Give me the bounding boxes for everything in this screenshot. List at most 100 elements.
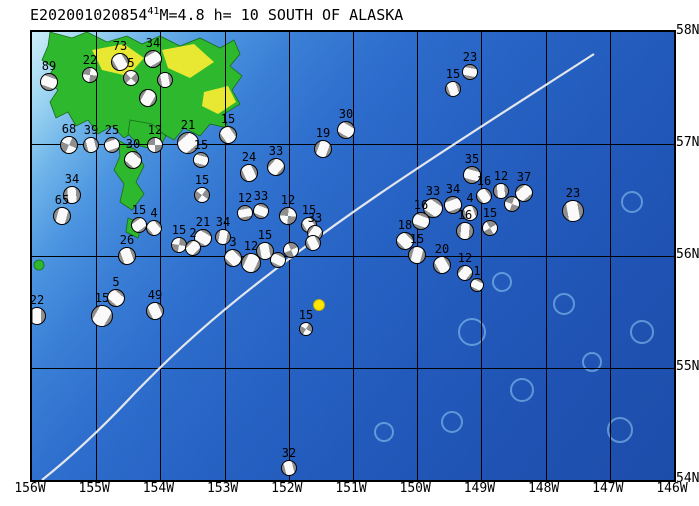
focal-mechanism-beachball[interactable] — [562, 200, 584, 222]
focal-mechanism-beachball[interactable] — [40, 73, 58, 91]
focal-mechanism-beachball[interactable] — [462, 64, 478, 80]
focal-mechanism-beachball[interactable] — [240, 164, 258, 182]
lon-tick-label: 149W — [463, 481, 496, 496]
focal-mechanism-beachball[interactable] — [157, 72, 173, 88]
focal-mechanism-beachball[interactable] — [139, 89, 157, 107]
event-depth-label: 15 — [482, 206, 498, 220]
event-depth-label: 33 — [268, 144, 284, 158]
focal-mechanism-beachball[interactable] — [493, 183, 509, 199]
event-depth-label: 12 — [280, 193, 296, 207]
focal-mechanism-beachball[interactable] — [224, 249, 242, 267]
event-depth-label: 23 — [565, 186, 581, 200]
focal-mechanism-beachball[interactable] — [185, 240, 201, 256]
event-depth-label: 15 — [94, 291, 110, 305]
focal-mechanism-beachball[interactable] — [267, 158, 285, 176]
lon-tick-label: 152W — [271, 481, 303, 496]
focal-mechanism-beachball[interactable] — [445, 81, 461, 97]
event-depth-label: 15 — [131, 203, 147, 217]
focal-mechanism-beachball[interactable] — [299, 322, 313, 336]
event-depth-label: 34 — [215, 215, 231, 229]
gridline-latitude — [32, 368, 674, 369]
focal-mechanism-beachball[interactable] — [215, 229, 231, 245]
focal-mechanism-beachball[interactable] — [107, 289, 125, 307]
focal-mechanism-beachball[interactable] — [241, 253, 261, 273]
focal-mechanism-beachball[interactable] — [123, 70, 139, 86]
focal-mechanism-beachball[interactable] — [476, 188, 492, 204]
event-depth-label: 39 — [83, 123, 99, 137]
highland-patch — [162, 44, 214, 78]
focal-mechanism-beachball[interactable] — [423, 198, 443, 218]
focal-mechanism-beachball[interactable] — [237, 205, 253, 221]
focal-mechanism-beachball[interactable] — [147, 137, 163, 153]
focal-mechanism-beachball[interactable] — [253, 203, 269, 219]
focal-mechanism-beachball[interactable] — [194, 187, 210, 203]
focal-mechanism-beachball[interactable] — [104, 137, 120, 153]
focal-mechanism-beachball[interactable] — [314, 140, 332, 158]
event-depth-label: 5 — [127, 56, 135, 70]
focal-mechanism-beachball[interactable] — [412, 212, 430, 230]
focal-mechanism-beachball[interactable] — [91, 305, 113, 327]
focal-mechanism-beachball[interactable] — [60, 136, 78, 154]
focal-mechanism-beachball[interactable] — [63, 186, 81, 204]
focal-mechanism-beachball[interactable] — [118, 247, 136, 265]
focal-mechanism-beachball[interactable] — [457, 265, 473, 281]
event-depth-label: 15 — [220, 112, 236, 126]
focal-mechanism-beachball[interactable] — [279, 207, 297, 225]
event-id: E202001020854 — [30, 6, 148, 24]
current-event-marker[interactable] — [313, 299, 325, 311]
event-depth-label: 15 — [445, 67, 461, 81]
focal-mechanism-beachball[interactable] — [270, 252, 286, 268]
events-layer: 89 22 73 34 5 23 15 30 19 15 21 68 39 25 30 12 15 24 33 34 1… — [32, 32, 674, 480]
focal-mechanism-beachball[interactable] — [32, 307, 46, 325]
event-depth-label: 21 — [195, 215, 211, 229]
focal-mechanism-beachball[interactable] — [456, 222, 474, 240]
event-depth-label: 5 — [112, 275, 120, 289]
event-depth-label: 34 — [64, 172, 80, 186]
focal-mechanism-beachball[interactable] — [144, 50, 162, 68]
focal-mechanism-beachball[interactable] — [444, 196, 462, 214]
focal-mechanism-beachball[interactable] — [515, 184, 533, 202]
focal-mechanism-beachball[interactable] — [305, 235, 321, 251]
focal-mechanism-beachball[interactable] — [131, 217, 147, 233]
focal-mechanism-beachball[interactable] — [281, 460, 297, 476]
focal-mechanism-beachball[interactable] — [396, 232, 414, 250]
event-id-superscript: 41 — [147, 6, 160, 17]
focal-mechanism-beachball[interactable] — [470, 278, 484, 292]
focal-mechanism-beachball[interactable] — [433, 256, 451, 274]
focal-mechanism-beachball[interactable] — [53, 207, 71, 225]
bathymetry-contour-spot — [441, 411, 463, 433]
focal-mechanism-beachball[interactable] — [82, 67, 98, 83]
event-depth-label: 12 — [457, 251, 473, 265]
event-depth-label: 20 — [434, 242, 450, 256]
event-depth-label: 16 — [476, 174, 492, 188]
focal-mechanism-beachball[interactable] — [177, 132, 199, 154]
event-depth-label: 30 — [338, 107, 354, 121]
event-depth-label: 16 — [413, 198, 429, 212]
event-depth-label: 35 — [464, 152, 480, 166]
focal-mechanism-beachball[interactable] — [146, 302, 164, 320]
bathymetry-spots-layer — [32, 32, 674, 480]
focal-mechanism-beachball[interactable] — [408, 246, 426, 264]
event-depth-label: 33 — [253, 189, 269, 203]
event-depth-label: 15 — [171, 223, 187, 237]
focal-mechanism-beachball[interactable] — [337, 121, 355, 139]
event-depth-label: 3 — [229, 235, 237, 249]
focal-mechanism-beachball[interactable] — [482, 220, 498, 236]
focal-mechanism-beachball[interactable] — [193, 152, 209, 168]
focal-mechanism-beachball[interactable] — [83, 137, 99, 153]
focal-mechanism-beachball[interactable] — [462, 205, 478, 221]
event-depth-label: 4 — [466, 191, 474, 205]
bathymetry-contour-spot — [630, 320, 654, 344]
focal-mechanism-beachball[interactable] — [146, 220, 162, 236]
focal-mechanism-beachball[interactable] — [463, 166, 481, 184]
focal-mechanism-beachball[interactable] — [504, 196, 520, 212]
focal-mechanism-beachball[interactable] — [256, 242, 274, 260]
event-depth-label: 12 — [493, 169, 509, 183]
event-depth-label: 26 — [119, 233, 135, 247]
event-depth-label: 15 — [298, 308, 314, 322]
focal-mechanism-beachball[interactable] — [219, 126, 237, 144]
focal-mechanism-beachball[interactable] — [124, 151, 142, 169]
map-canvas: 89 22 73 34 5 23 15 30 19 15 21 68 39 25 30 12 15 24 33 34 1… — [30, 30, 676, 482]
focal-mechanism-beachball[interactable] — [283, 242, 299, 258]
focal-mechanism-beachball[interactable] — [111, 53, 129, 71]
